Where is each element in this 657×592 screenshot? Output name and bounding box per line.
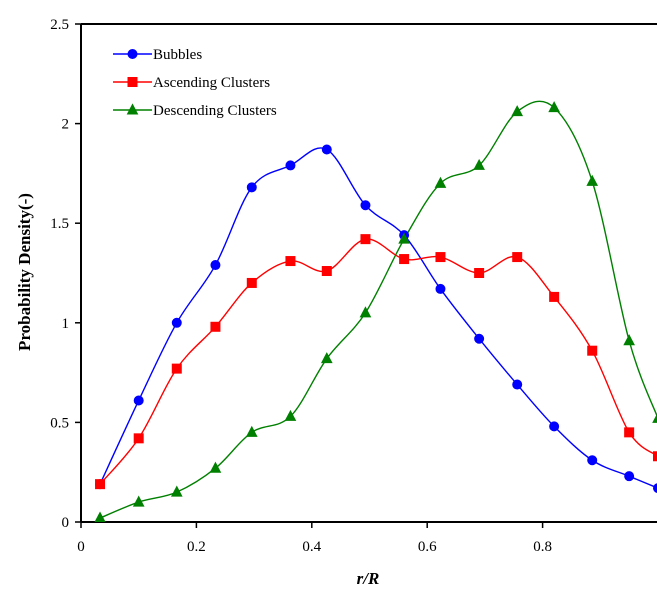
legend: Bubbles Ascending Clusters Descending Clus… — [113, 47, 277, 119]
data-point — [210, 260, 221, 271]
legend-label: Descending Clusters — [153, 103, 277, 119]
y-tick-label: 2 — [62, 117, 70, 133]
data-point — [586, 174, 599, 186]
y-axis-label: Probability Density(-) — [15, 193, 34, 351]
data-point — [652, 413, 657, 423]
curves — [99, 100, 657, 519]
data-point — [473, 158, 485, 170]
markers — [94, 101, 657, 522]
series-line-square — [99, 238, 657, 485]
series-points-square — [95, 234, 657, 490]
data-point — [548, 101, 560, 113]
data-point — [435, 252, 446, 263]
data-point — [623, 334, 635, 346]
data-point — [653, 483, 657, 494]
y-tick-label: 0 — [62, 515, 70, 531]
data-point — [359, 306, 372, 318]
legend-label: Bubbles — [153, 47, 202, 63]
data-point — [587, 455, 598, 466]
data-point — [133, 395, 144, 406]
tick-labels: 0 0.5 1 1.5 2 2.5 0 0.2 0.4 0.6 0.8 — [50, 17, 552, 555]
data-point — [285, 256, 296, 267]
series-line-circle — [99, 147, 657, 489]
data-point — [171, 317, 182, 328]
y-tick-label: 0.5 — [50, 415, 69, 431]
data-point — [95, 479, 106, 490]
data-point — [284, 409, 297, 421]
data-point — [245, 425, 258, 437]
data-point — [94, 511, 106, 522]
data-point — [653, 451, 657, 462]
legend-marker — [127, 49, 138, 59]
legend-item: Descending Clusters — [113, 103, 277, 119]
data-point — [399, 254, 410, 265]
data-point — [474, 268, 485, 278]
data-point — [133, 433, 144, 444]
x-axis-label: r/R — [357, 569, 380, 588]
data-point — [549, 291, 560, 302]
legend-item: Ascending Clusters — [113, 75, 270, 91]
data-point — [624, 427, 635, 438]
data-point — [512, 379, 523, 390]
data-point — [132, 495, 145, 507]
x-tick-label: 0.4 — [302, 539, 321, 555]
data-point — [434, 176, 447, 188]
data-point — [549, 421, 560, 432]
data-point — [511, 105, 524, 117]
data-point — [435, 283, 446, 294]
data-point — [587, 345, 598, 356]
data-point — [320, 352, 333, 364]
y-tick-label: 2.5 — [50, 17, 69, 33]
data-point — [246, 182, 257, 193]
y-tick-label: 1.5 — [50, 216, 69, 232]
series-line-triangle — [99, 100, 657, 519]
data-point — [170, 485, 183, 497]
legend-marker — [127, 77, 138, 87]
series-points-circle — [95, 144, 657, 494]
series-points-triangle — [94, 101, 657, 522]
axes — [75, 23, 657, 528]
x-tick-label: 0.6 — [418, 539, 437, 555]
data-point — [360, 234, 371, 245]
legend-marker — [126, 103, 139, 115]
x-tick-label: 0.8 — [533, 539, 552, 555]
data-point — [209, 461, 222, 473]
data-point — [474, 333, 485, 344]
data-point — [398, 232, 410, 244]
data-point — [624, 471, 635, 482]
data-point — [210, 321, 221, 332]
data-point — [321, 266, 332, 277]
legend-item: Bubbles — [113, 47, 202, 63]
data-point — [285, 160, 296, 171]
y-tick-label: 1 — [62, 316, 70, 332]
data-point — [321, 144, 332, 155]
data-point — [246, 277, 257, 288]
x-tick-label: 0.2 — [187, 539, 206, 555]
legend-label: Ascending Clusters — [153, 75, 270, 91]
x-tick-label: 0 — [77, 539, 85, 555]
data-point — [171, 363, 182, 374]
data-point — [512, 252, 523, 263]
data-point — [360, 200, 371, 211]
